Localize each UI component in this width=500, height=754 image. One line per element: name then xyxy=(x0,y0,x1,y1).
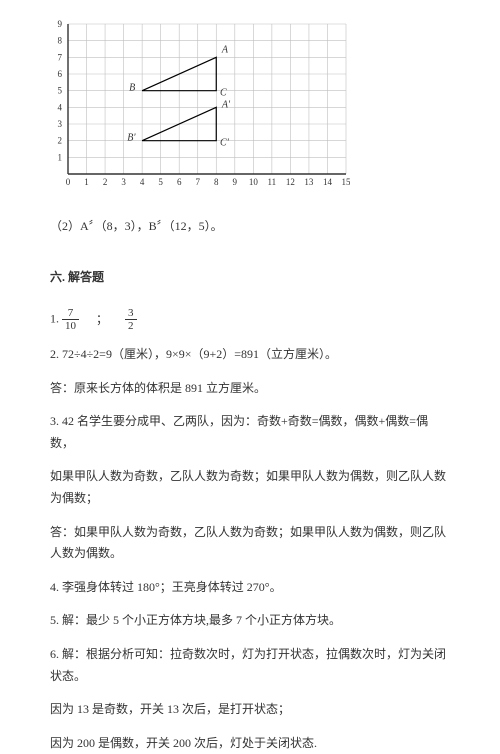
problem-6c: 因为 200 是偶数，开关 200 次后，灯处于关闭状态. xyxy=(50,733,450,754)
svg-text:4: 4 xyxy=(58,102,63,112)
svg-text:A: A xyxy=(221,44,229,55)
svg-text:6: 6 xyxy=(177,177,182,187)
problem-5: 5. 解：最少 5 个小正方体方块,最多 7 个小正方体方块。 xyxy=(50,610,450,632)
svg-text:6: 6 xyxy=(58,69,63,79)
svg-text:9: 9 xyxy=(58,20,63,29)
p1-prefix: 1. xyxy=(50,311,62,325)
problem-2b: 答：原来长方体的体积是 891 立方厘米。 xyxy=(50,378,450,400)
problem-3c: 答：如果甲队人数为奇数，乙队人数为奇数；如果甲队人数为偶数，则乙队人数为偶数。 xyxy=(50,522,450,565)
coordinate-chart: 0123456789101112131415123456789ABCA'B'C' xyxy=(50,20,450,198)
svg-text:7: 7 xyxy=(195,177,200,187)
problem-6b: 因为 13 是奇数，开关 13 次后，是打开状态； xyxy=(50,699,450,721)
svg-text:3: 3 xyxy=(121,177,126,187)
svg-text:8: 8 xyxy=(58,36,63,46)
svg-text:14: 14 xyxy=(323,177,333,187)
svg-text:B': B' xyxy=(127,133,136,144)
svg-text:A': A' xyxy=(221,99,231,110)
svg-text:9: 9 xyxy=(233,177,238,187)
svg-text:8: 8 xyxy=(214,177,219,187)
p1-frac1: 7 10 xyxy=(62,307,79,332)
p1-frac1-den: 10 xyxy=(62,320,79,332)
problem-2a: 2. 72÷4÷2=9（厘米），9×9×（9+2）=891（立方厘米）。 xyxy=(50,344,450,366)
svg-text:C: C xyxy=(220,88,227,99)
problem-6a: 6. 解：根据分析可知：拉奇数次时，灯为打开状态，拉偶数次时，灯为关闭状态。 xyxy=(50,644,450,687)
svg-text:2: 2 xyxy=(103,177,108,187)
svg-text:3: 3 xyxy=(58,119,63,129)
answer-2-coords: （2）A〞（8，3），B〞（12，5）。 xyxy=(50,216,450,238)
svg-text:5: 5 xyxy=(158,177,163,187)
svg-text:15: 15 xyxy=(342,177,351,187)
p1-sep: ； xyxy=(96,309,108,331)
problem-4: 4. 李强身体转过 180°；王亮身体转过 270°。 xyxy=(50,577,450,599)
svg-text:0: 0 xyxy=(66,177,71,187)
svg-text:1: 1 xyxy=(84,177,89,187)
svg-text:7: 7 xyxy=(58,52,63,62)
p1-frac2-num: 3 xyxy=(125,307,137,320)
problem-1: 1. 7 10 ； 3 2 xyxy=(50,307,450,332)
svg-text:13: 13 xyxy=(304,177,314,187)
svg-text:12: 12 xyxy=(286,177,295,187)
svg-text:4: 4 xyxy=(140,177,145,187)
p1-frac2: 3 2 xyxy=(125,307,137,332)
chart-svg: 0123456789101112131415123456789ABCA'B'C' xyxy=(50,20,350,190)
problem-3b: 如果甲队人数为奇数，乙队人数为奇数；如果甲队人数为偶数，则乙队人数为偶数； xyxy=(50,466,450,509)
svg-text:1: 1 xyxy=(58,152,63,162)
problem-3a: 3. 42 名学生要分成甲、乙两队，因为：奇数+奇数=偶数，偶数+偶数=偶数， xyxy=(50,411,450,454)
svg-text:11: 11 xyxy=(268,177,277,187)
section-title: 六. 解答题 xyxy=(50,267,450,289)
svg-text:C': C' xyxy=(220,138,230,149)
svg-text:10: 10 xyxy=(249,177,258,187)
svg-text:2: 2 xyxy=(58,136,63,146)
svg-text:5: 5 xyxy=(58,86,63,96)
p1-frac2-den: 2 xyxy=(125,320,137,332)
p1-frac1-num: 7 xyxy=(62,307,79,320)
svg-text:B: B xyxy=(129,83,135,94)
